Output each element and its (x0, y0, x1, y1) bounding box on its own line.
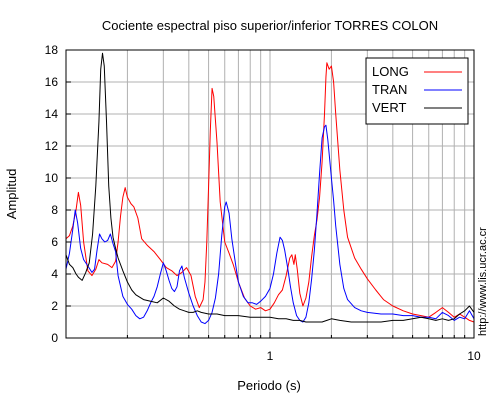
series-line-tran (65, 124, 475, 325)
y-tick-label: 2 (51, 299, 58, 313)
source-url: http://www.lis.ucr.ac.cr (477, 227, 489, 336)
y-tick-label: 8 (51, 203, 58, 217)
series-line-vert (65, 52, 475, 323)
legend: LONG TRAN VERT (365, 57, 469, 125)
y-tick-label: 14 (45, 107, 59, 121)
y-tick-label: 0 (51, 331, 58, 345)
axis-ticks (66, 49, 466, 339)
x-axis-label: Periodo (s) (237, 378, 301, 393)
y-tick-label: 10 (45, 171, 59, 185)
y-tick-label: 18 (45, 43, 59, 57)
series-line-long (65, 62, 475, 323)
y-tick-label: 12 (45, 139, 59, 153)
tick-labels: 0 2 4 6 8 10 12 14 16 18 1 10 (45, 43, 481, 363)
y-tick-label: 4 (51, 267, 58, 281)
legend-box (365, 57, 469, 125)
legend-label-vert: VERT (372, 100, 406, 115)
x-tick-label: 1 (267, 349, 274, 363)
x-tick-label: 10 (467, 349, 481, 363)
series-lines (65, 52, 475, 325)
legend-label-long: LONG (372, 64, 409, 79)
y-tick-label: 16 (45, 75, 59, 89)
legend-label-tran: TRAN (372, 82, 407, 97)
y-tick-label: 6 (51, 235, 58, 249)
chart-title: Cociente espectral piso superior/inferio… (102, 18, 438, 33)
y-axis-label: Amplitud (4, 169, 19, 220)
